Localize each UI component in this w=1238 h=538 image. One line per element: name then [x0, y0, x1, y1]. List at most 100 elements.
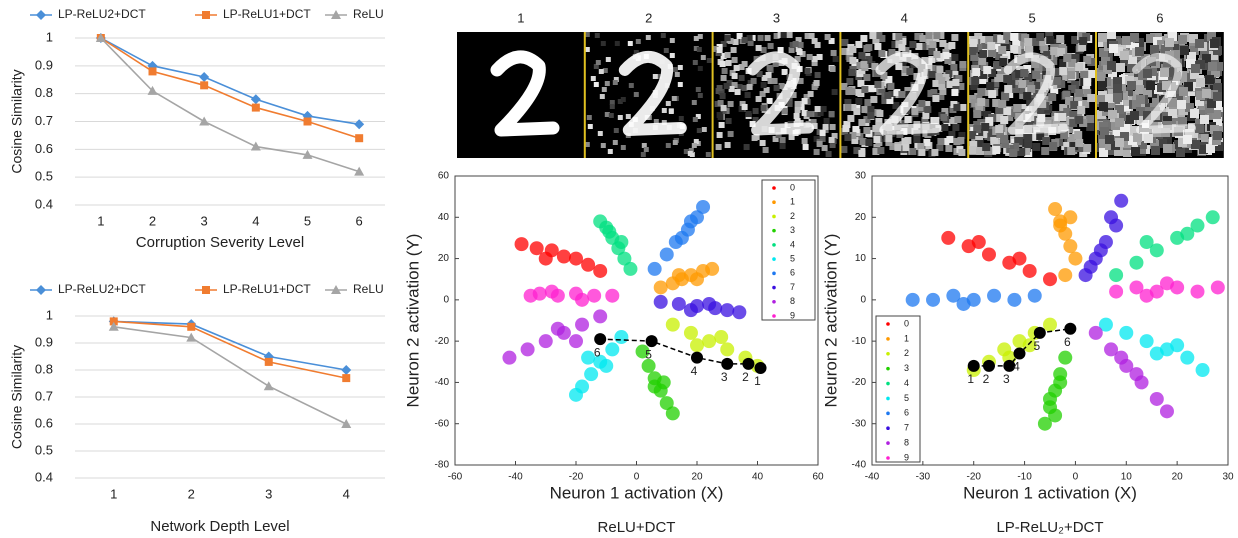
noise-pixel	[929, 41, 936, 48]
point	[1150, 392, 1164, 406]
noise-pixel	[968, 131, 976, 139]
point	[1028, 289, 1042, 303]
noise-pixel	[1213, 92, 1222, 101]
x-tick-label: 4	[252, 213, 259, 228]
noise-pixel	[606, 57, 611, 62]
noise-pixel	[829, 111, 835, 117]
noise-pixel	[946, 81, 953, 88]
noise-pixel	[751, 78, 757, 84]
noise-pixel	[628, 41, 633, 46]
noise-pixel	[1086, 115, 1094, 123]
noise-pixel	[721, 105, 727, 111]
noise-pixel	[922, 112, 929, 119]
legend-label: 2	[904, 348, 909, 358]
noise-pixel	[692, 143, 697, 148]
x-tick-label: -40	[865, 472, 880, 483]
noise-pixel	[803, 144, 809, 150]
noise-pixel	[1075, 139, 1083, 147]
noise-pixel	[820, 130, 826, 136]
noise-pixel	[780, 143, 786, 149]
noise-pixel	[1133, 133, 1142, 142]
noise-pixel	[797, 49, 803, 55]
point	[1170, 338, 1184, 352]
y-tick-label: 60	[438, 171, 450, 182]
point	[941, 231, 955, 245]
noise-pixel	[587, 115, 592, 120]
noise-pixel	[1020, 69, 1028, 77]
noise-pixel	[844, 134, 851, 141]
x-tick-label: -20	[966, 472, 981, 483]
point	[1109, 268, 1123, 282]
noise-pixel	[693, 117, 698, 122]
point	[1023, 264, 1037, 278]
point	[1089, 326, 1103, 340]
legend-label: 6	[790, 268, 795, 278]
noise-pixel	[945, 145, 952, 152]
noise-pixel	[884, 92, 891, 99]
x-tick-label: 0	[634, 472, 640, 483]
point	[714, 330, 728, 344]
legend-label: 1	[904, 333, 909, 343]
noise-pixel	[1190, 109, 1199, 118]
noise-pixel	[600, 94, 605, 99]
noise-pixel	[613, 140, 618, 145]
noise-pixel	[1041, 147, 1049, 155]
noise-pixel	[692, 100, 697, 105]
x-tick-label: -60	[448, 472, 463, 483]
point	[1140, 235, 1154, 249]
noise-pixel	[678, 82, 683, 87]
noise-pixel	[860, 61, 867, 68]
noise-pixel	[959, 104, 966, 111]
noise-pixel	[802, 138, 808, 144]
point	[1129, 367, 1143, 381]
noise-pixel	[923, 139, 930, 146]
legend-dot	[886, 426, 890, 430]
point	[982, 247, 996, 261]
y-tick-label: -40	[852, 460, 867, 471]
noise-pixel	[662, 108, 667, 113]
y-tick-label: 0	[443, 294, 449, 305]
noise-pixel	[1143, 69, 1152, 78]
point	[1043, 272, 1057, 286]
point	[1114, 351, 1128, 365]
noise-pixel	[761, 82, 767, 88]
marker	[200, 81, 208, 89]
y-tick-label: 0.5	[35, 442, 53, 457]
noise-pixel	[968, 47, 976, 55]
trajectory-point	[742, 358, 754, 370]
noise-pixel	[609, 113, 614, 118]
y-tick-label: 1	[46, 29, 53, 44]
noise-pixel	[1087, 94, 1095, 102]
x-tick-label: 20	[691, 472, 703, 483]
noise-pixel	[1178, 35, 1187, 44]
y-tick-label: 30	[855, 171, 867, 182]
noise-pixel	[817, 141, 823, 147]
x-axis-label: Corruption Severity Level	[136, 234, 304, 251]
noise-pixel	[1115, 138, 1124, 147]
point	[569, 252, 583, 266]
noise-pixel	[938, 83, 945, 90]
noise-pixel	[694, 36, 699, 41]
image-label: 2	[645, 10, 652, 25]
noise-pixel	[1113, 93, 1122, 102]
noise-pixel	[758, 35, 764, 41]
noise-pixel	[688, 151, 693, 156]
trajectory-label: 6	[1064, 335, 1071, 349]
trajectory-label: 4	[1013, 360, 1020, 374]
x-tick-label: 3	[265, 486, 272, 501]
marker	[354, 119, 364, 129]
noise-pixel	[942, 52, 949, 59]
point	[702, 334, 716, 348]
point	[1043, 392, 1057, 406]
noise-pixel	[953, 104, 960, 111]
noise-pixel	[701, 55, 706, 60]
noise-pixel	[1086, 123, 1094, 131]
legend-label: 7	[790, 282, 795, 292]
y-axis-label: Neuron 2 activation (Y)	[403, 234, 422, 408]
trajectory-label: 2	[983, 372, 990, 386]
point	[575, 318, 589, 332]
noise-pixel	[1195, 124, 1204, 133]
point	[1048, 408, 1062, 422]
noise-pixel	[1177, 100, 1186, 109]
noise-pixel	[895, 63, 902, 70]
